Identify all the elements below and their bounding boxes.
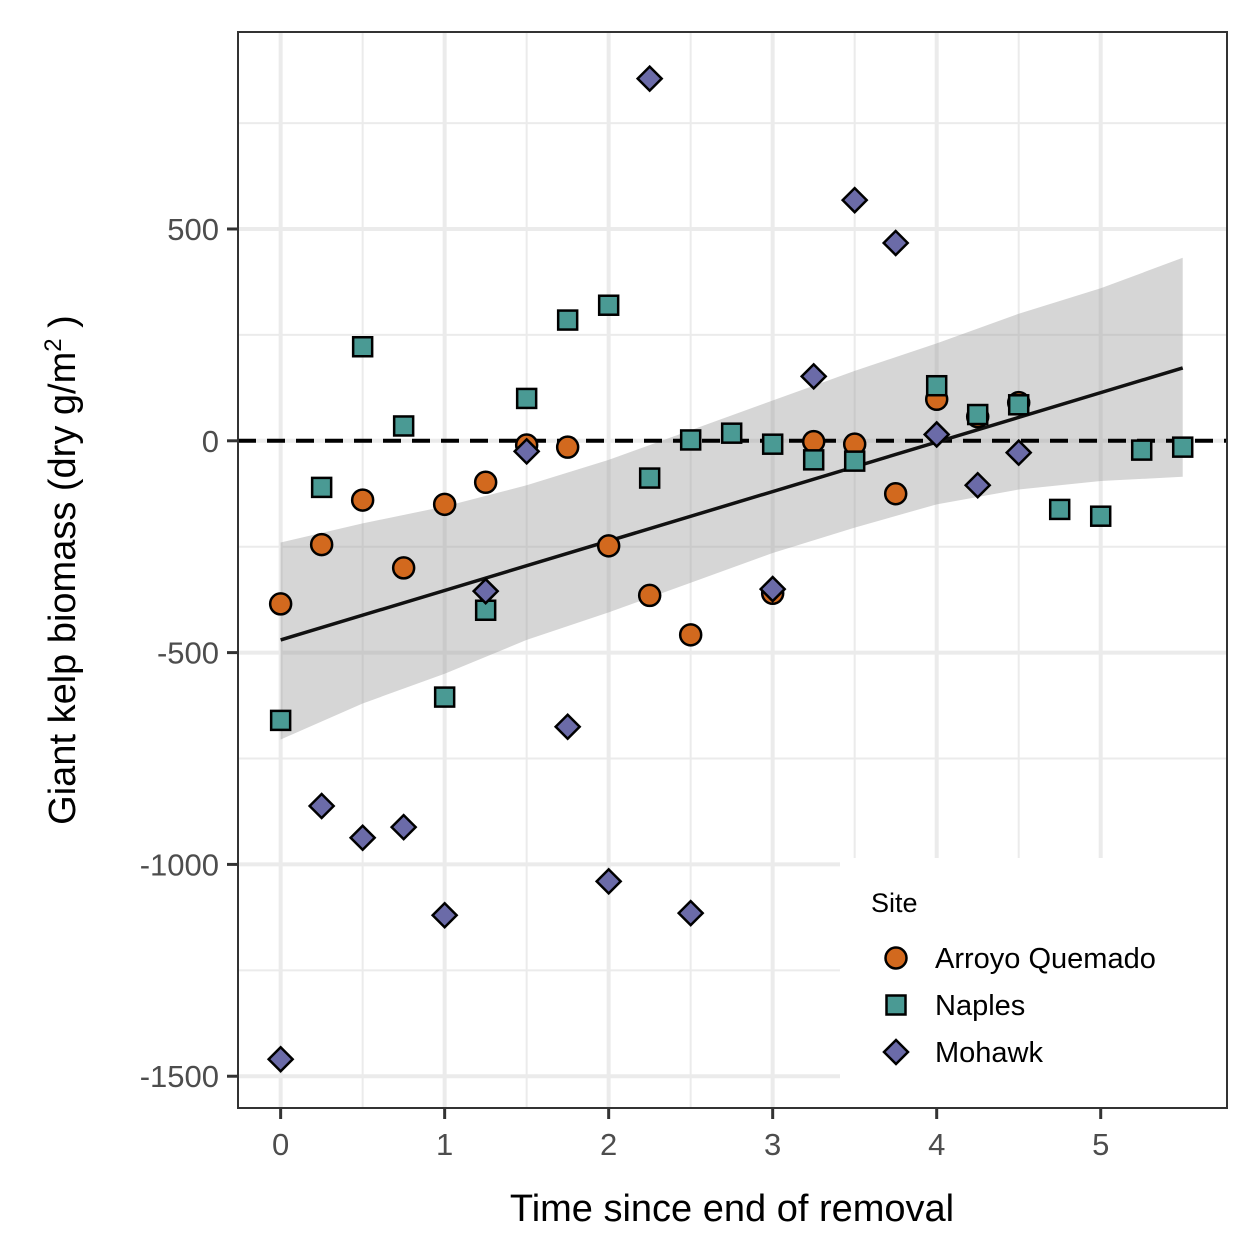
y-axis-title: Giant kelp biomass (dry g/m2 ) (40, 315, 84, 825)
data-point (389, 813, 418, 841)
legend-key-square (885, 994, 907, 1016)
data-point (1004, 438, 1033, 467)
legend-key-diamond (882, 1038, 910, 1066)
legend-key-circle (884, 946, 908, 970)
data-point (556, 309, 579, 331)
data-point (309, 532, 334, 557)
data-point (799, 362, 828, 391)
data-point (925, 374, 948, 397)
legend-label: Naples (935, 990, 1025, 1022)
legend-label: Mohawk (935, 1037, 1043, 1069)
panel-frame (237, 31, 1228, 1109)
data-point (307, 792, 336, 820)
series-naples (269, 294, 1194, 732)
data-point (471, 577, 500, 605)
legend-title: Site (871, 888, 918, 918)
data-point (594, 867, 623, 896)
data-point (802, 449, 825, 471)
data-point (1089, 505, 1112, 527)
data-point (679, 429, 702, 451)
data-point (433, 686, 456, 708)
data-point (391, 556, 416, 580)
data-point (883, 481, 908, 506)
data-point (392, 415, 415, 437)
data-point (637, 583, 662, 608)
data-point (512, 437, 541, 466)
confidence-band-area (280, 257, 1183, 740)
x-tick-label: 2 (600, 1127, 617, 1162)
data-point (432, 492, 457, 517)
data-point (553, 712, 582, 741)
data-point (268, 592, 293, 616)
y-tick-label: 0 (202, 424, 219, 459)
data-point (801, 429, 826, 454)
legend-label: Arroyo Quemado (935, 943, 1156, 975)
y-axis-title-superscript: 2 (40, 338, 67, 351)
data-point (638, 467, 661, 489)
legend: Site Arroyo Quemado Naples Mohawk (840, 858, 1226, 1108)
x-tick-label: 0 (272, 1127, 289, 1162)
y-tick-label: -1500 (140, 1059, 219, 1094)
data-point (966, 403, 989, 426)
data-point (963, 471, 992, 500)
data-point (1007, 394, 1030, 416)
data-point (840, 186, 869, 214)
y-tick-label: -1000 (140, 847, 219, 882)
data-point (635, 64, 664, 93)
data-point (922, 420, 951, 449)
confidence-band (280, 257, 1183, 740)
y-axis-ticks: -1500 -1000 -500 0 500 (140, 212, 238, 1094)
x-axis-ticks: 0 1 2 3 4 5 (272, 1108, 1109, 1162)
data-point (555, 435, 580, 459)
x-tick-label: 1 (436, 1127, 453, 1162)
x-tick-label: 3 (764, 1127, 781, 1162)
y-tick-label: 500 (167, 212, 219, 247)
data-point (758, 575, 787, 603)
data-point (266, 1045, 295, 1074)
x-tick-label: 5 (1092, 1127, 1109, 1162)
trend-line (280, 366, 1184, 642)
data-point (430, 901, 459, 930)
y-axis-title-main: Giant kelp biomass (dry g/m (42, 352, 84, 825)
data-point (761, 433, 784, 455)
data-point (597, 294, 620, 316)
data-point (348, 823, 377, 852)
data-point (310, 476, 333, 499)
data-point (596, 534, 621, 558)
panel-border (237, 31, 1228, 1109)
data-point (351, 336, 374, 358)
y-tick-label: -500 (157, 636, 219, 671)
data-point (473, 470, 498, 495)
data-point (1130, 439, 1153, 461)
data-point (515, 387, 538, 410)
data-points (266, 64, 1194, 1074)
data-point (678, 623, 703, 647)
data-point (676, 899, 705, 927)
minor-grid (238, 32, 1227, 1108)
trend-line-path (280, 366, 1184, 642)
y-axis-title-close: ) (42, 315, 84, 338)
data-point (269, 709, 292, 732)
x-axis-title: Time since end of removal (510, 1188, 954, 1230)
series-mohawk (266, 64, 1033, 1074)
data-point (1048, 498, 1071, 521)
data-point (881, 229, 910, 257)
data-point (843, 450, 866, 472)
data-point (350, 488, 375, 512)
legend-box (840, 858, 1226, 1108)
data-point (1171, 436, 1194, 458)
x-tick-label: 4 (928, 1127, 945, 1162)
data-point (720, 422, 743, 444)
